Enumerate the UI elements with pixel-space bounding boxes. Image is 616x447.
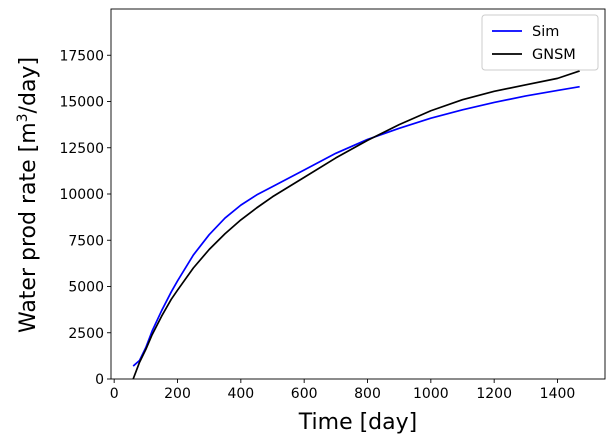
plot-area [132, 70, 580, 379]
y-axis-title-superscript: 3 [15, 113, 31, 122]
x-axis-title: Time [day] [298, 410, 417, 435]
x-tick-label: 1000 [413, 386, 449, 402]
series-line-sim [132, 85, 580, 367]
y-axis-title: Water prod rate [m3/day] [15, 57, 41, 333]
y-tick-label: 17500 [59, 48, 104, 64]
x-tick-label: 800 [354, 386, 381, 402]
x-tick-label: 600 [291, 386, 318, 402]
x-tick-label: 200 [164, 386, 191, 402]
x-tick-label: 1200 [476, 386, 512, 402]
y-tick-label: 12500 [59, 141, 104, 157]
y-tick-label: 10000 [59, 187, 104, 203]
series-line-gnsm [132, 70, 580, 379]
y-tick-label: 7500 [68, 233, 104, 249]
legend: Sim GNSM [481, 14, 599, 71]
y-axis-title-tail: /day] [16, 57, 41, 113]
y-tick-label: 5000 [68, 280, 104, 296]
legend-label-sim: Sim [532, 24, 559, 40]
axes: 0 200 400 600 800 1000 1200 1400 0 2500 5000 7500 10… [59, 8, 606, 402]
y-axis-title-main: Water prod rate [m [16, 122, 41, 333]
x-tick-label: 1400 [540, 386, 576, 402]
legend-label-gnsm: GNSM [532, 47, 576, 63]
x-tick-label: 0 [110, 386, 119, 402]
y-tick-label: 0 [95, 372, 104, 388]
y-tick-label: 15000 [59, 95, 104, 111]
x-tick-label: 400 [227, 386, 254, 402]
y-tick-label: 2500 [68, 326, 104, 342]
legend-box [481, 14, 599, 71]
